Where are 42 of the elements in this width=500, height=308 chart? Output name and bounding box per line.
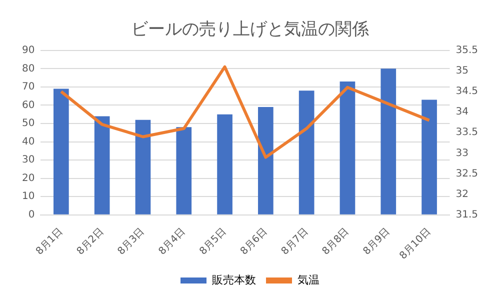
chart-title: ビールの売り上げと気温の関係 (131, 20, 369, 40)
x-tick-label: 8月5日 (198, 226, 229, 258)
x-tick-label: 8月9日 (361, 226, 392, 258)
y-tick-label: 0 (28, 209, 35, 220)
bar (54, 88, 69, 214)
y2-tick-label: 35.5 (456, 44, 478, 56)
y2-tick-label: 31.5 (456, 209, 478, 220)
y2-tick-label: 34 (456, 106, 468, 118)
bar (176, 127, 192, 214)
x-tick-label: 8月10日 (398, 226, 434, 262)
bar (340, 81, 356, 214)
y-tick-label: 90 (22, 44, 35, 56)
x-tick-label: 8月6日 (238, 226, 270, 258)
legend-label: 販売本数 (212, 273, 256, 286)
bar (135, 120, 151, 214)
x-tick-label: 8月8日 (320, 226, 352, 258)
bar (217, 114, 232, 214)
y2-tick-label: 32.5 (456, 168, 478, 180)
y-tick-label: 60 (22, 100, 35, 111)
y2-tick-label: 33 (456, 148, 468, 159)
bar (298, 90, 314, 214)
y-tick-label: 50 (22, 118, 35, 130)
x-tick-label: 8月3日 (116, 226, 147, 258)
x-tick-label: 8月4日 (156, 226, 188, 258)
x-tick-label: 8月7日 (280, 226, 311, 258)
y2-tick-label: 32 (456, 188, 468, 200)
y-tick-label: 80 (22, 63, 35, 74)
y-tick-label: 30 (22, 154, 35, 166)
bar (422, 100, 437, 214)
y2-tick-label: 33.5 (456, 127, 478, 138)
x-tick-label: 8月1日 (34, 226, 66, 258)
y-tick-label: 10 (22, 191, 35, 202)
y2-tick-label: 34.5 (456, 86, 478, 98)
legend-label: 気温 (298, 273, 320, 286)
bar (380, 68, 396, 214)
y-tick-label: 40 (22, 136, 35, 148)
y-tick-label: 70 (22, 82, 35, 93)
bar (94, 116, 110, 214)
y2-tick-label: 35 (456, 66, 468, 77)
x-tick-label: 8月2日 (75, 226, 106, 258)
y-tick-label: 20 (22, 172, 35, 184)
bar (258, 107, 274, 214)
